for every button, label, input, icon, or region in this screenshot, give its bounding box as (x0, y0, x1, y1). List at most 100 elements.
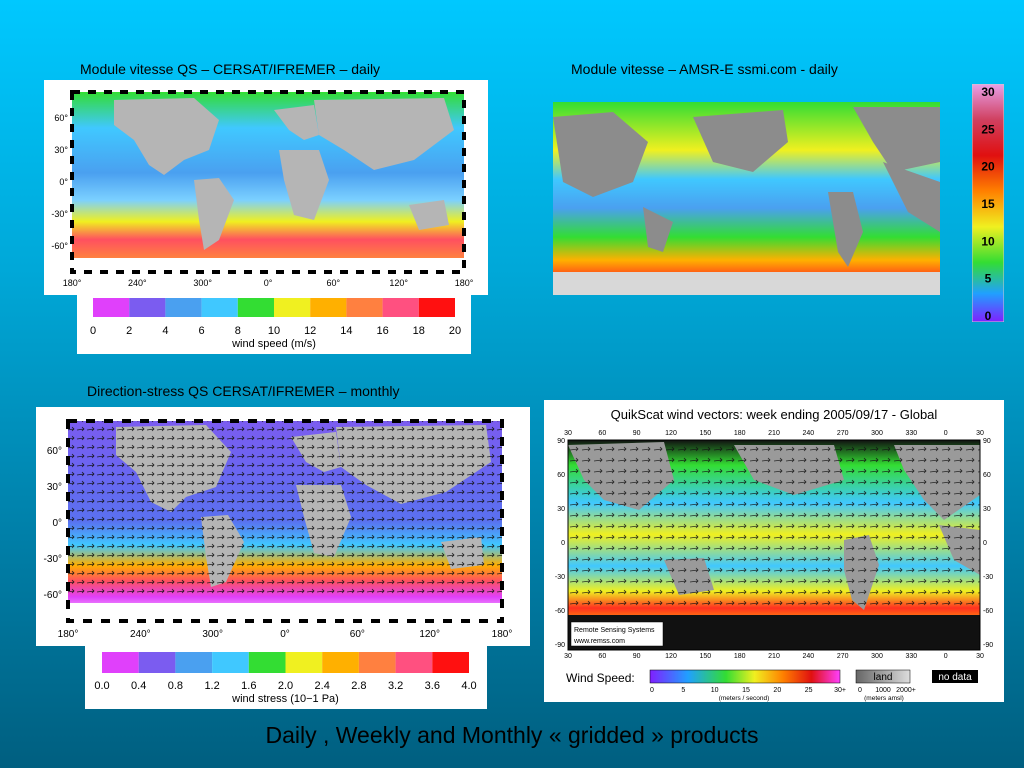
land-tick: 0 (858, 687, 862, 694)
lat-tick-label: 90 (983, 438, 991, 445)
lon-tick-label: 300° (193, 278, 212, 288)
caption-bottom-left: Direction-stress QS CERSAT/IFREMER – mon… (87, 383, 400, 399)
colorbar-tick-label: 25 (981, 122, 995, 136)
lon-tick-label: 300 (871, 653, 883, 660)
map-direction-stress-panel: 60° 30° 0° -30° -60° 180° 240° 300° 0° 60° 120° 18… (36, 407, 530, 646)
antarctica (553, 272, 940, 295)
land-masses (553, 107, 940, 267)
lon-tick-label: 60° (350, 629, 365, 640)
colorbar-tick-label: 10 (268, 325, 280, 337)
map-border (66, 419, 504, 623)
lat-tick-label: -30 (555, 574, 565, 581)
colorbar-tick-label: 30 (981, 85, 995, 99)
colorbar-tick-label: 12 (304, 325, 316, 337)
lat-tick-label: -30° (51, 209, 68, 219)
lon-tick-label: 210 (768, 430, 780, 437)
land-label: land (874, 672, 893, 683)
slide-footer: Daily , Weekly and Monthly « gridded » p… (265, 722, 759, 748)
colorbar-swatch (358, 652, 396, 673)
lon-tick-label: 0° (264, 278, 273, 288)
lat-tick-label: 60° (47, 446, 62, 457)
lon-tick-label: 60° (327, 278, 341, 288)
colorbar-tick-label: 0.4 (131, 680, 146, 692)
colorbar-swatch (129, 298, 166, 317)
lon-tick-label: 240° (130, 629, 151, 640)
colorbar-swatch (274, 298, 311, 317)
colorbar-wind-stress-panel: 0.0 0.4 0.8 1.2 1.6 2.0 2.4 2.8 3.2 3.6 4.0 wind st… (85, 645, 487, 709)
lat-tick-label: 30 (557, 506, 565, 513)
land-tick: 2000+ (896, 687, 916, 694)
credit-box (570, 621, 664, 647)
antarctica (72, 258, 464, 272)
colorbar-swatch (237, 298, 274, 317)
lon-tick-label: 0 (944, 430, 948, 437)
wind-speed-tick: 5 (681, 687, 685, 694)
colorbar-tick-label: 16 (376, 325, 388, 337)
lon-axis-bottom: 30 60 90 120 150 180 210 240 270 300 330 0 30 (564, 653, 984, 660)
wind-speed-tick: 10 (711, 687, 719, 694)
colorbar-tick-label: 2 (126, 325, 132, 337)
lon-tick-label: 180° (63, 278, 82, 288)
colorbar-swatch (346, 298, 383, 317)
colorbar-tick-label: 14 (340, 325, 352, 337)
lat-axis: 60° 30° 0° -30° -60° (44, 446, 62, 601)
map-title: QuikScat wind vectors: week ending 2005/… (611, 407, 938, 422)
lat-tick-label: 60 (983, 472, 991, 479)
colorbar-tick-label: 0 (985, 309, 992, 322)
lon-tick-label: 330 (905, 653, 917, 660)
colorbar-tick-label: 2.0 (278, 680, 293, 692)
lon-tick-label: 240 (802, 430, 814, 437)
map-amsre-panel (553, 102, 940, 295)
lon-tick-label: 150 (699, 653, 711, 660)
lat-tick-label: 0° (59, 177, 68, 187)
lon-tick-label: 30 (976, 653, 984, 660)
colorbar-swatch (418, 298, 455, 317)
lon-tick-label: 90 (633, 653, 641, 660)
lat-tick-label: -90 (983, 642, 993, 649)
lon-tick-label: 0 (944, 653, 948, 660)
wind-vector-field (68, 421, 502, 596)
colorbar-tick-label: 0 (90, 325, 96, 337)
map-quikscat-panel: QuikScat wind vectors: week ending 2005/… (544, 400, 1004, 702)
lon-tick-label: 0° (280, 629, 290, 640)
lon-axis: 180° 240° 300° 0° 60° 120° 180° (63, 278, 474, 288)
wind-speed-tick: 0 (650, 687, 654, 694)
colorbar-tick-label: 2.8 (351, 680, 366, 692)
colorbar-amsre: 30 25 20 15 10 5 0 (972, 84, 1004, 322)
map-quikscat: QuikScat wind vectors: week ending 2005/… (555, 407, 993, 702)
colorbar-tick-label: 3.2 (388, 680, 403, 692)
wind-vector-field (568, 440, 980, 610)
colorbar-swatch (175, 652, 213, 673)
land-masses (114, 98, 454, 250)
lat-tick-label: 30° (47, 482, 62, 493)
wind-speed-colorbar (649, 669, 841, 684)
colorbar-tick-label: 10 (981, 234, 995, 248)
map-qs-daily: 60°30°0°-30°-60° 180° 240° 300° 0° 60° 120° 18… (51, 90, 474, 288)
lat-tick-label: 30 (983, 506, 991, 513)
colorbar-swatch (93, 298, 130, 317)
lat-axis-left: 90 60 30 0 -30 -60 -90 (555, 438, 565, 649)
colorbar-tick-label: 4 (162, 325, 168, 337)
colorbar-tick-label: 5 (985, 272, 992, 286)
lon-tick-label: 330 (905, 430, 917, 437)
lon-tick-label: 30 (976, 430, 984, 437)
lat-tick-label: 0 (561, 540, 565, 547)
lon-tick-label: 30 (564, 653, 572, 660)
colorbar-wind-speed: 0 2 4 6 8 10 12 14 16 18 20 wind speed (m/s) (90, 298, 461, 350)
colorbar-swatch (310, 298, 347, 317)
colorbar-tick-label: 20 (981, 160, 995, 174)
map-qs-daily-panel: 60° 30° 0° -30° -60° 180° 240° 300° 0° 60° 120° 18… (44, 80, 488, 295)
land-tick: 1000 (875, 687, 891, 694)
lon-tick-label: 30 (564, 430, 572, 437)
colorbar-tick-label: 18 (413, 325, 425, 337)
lon-tick-label: 270 (837, 430, 849, 437)
lat-axis-right: 90 60 30 0 -30 -60 -90 (983, 438, 993, 649)
lat-tick-label: -30 (983, 574, 993, 581)
colorbar-swatch (102, 652, 139, 673)
lon-tick-label: 300° (202, 629, 223, 640)
colorbar-wind-stress: 0.0 0.4 0.8 1.2 1.6 2.0 2.4 2.8 3.2 3.6 4.0 wind st… (94, 652, 477, 705)
caption-top-right: Module vitesse – AMSR-E ssmi.com - daily (571, 61, 838, 77)
colorbar-tick-label: 8 (235, 325, 241, 337)
wind-speed-tick: 25 (805, 687, 813, 694)
colorbar-swatch (138, 652, 176, 673)
